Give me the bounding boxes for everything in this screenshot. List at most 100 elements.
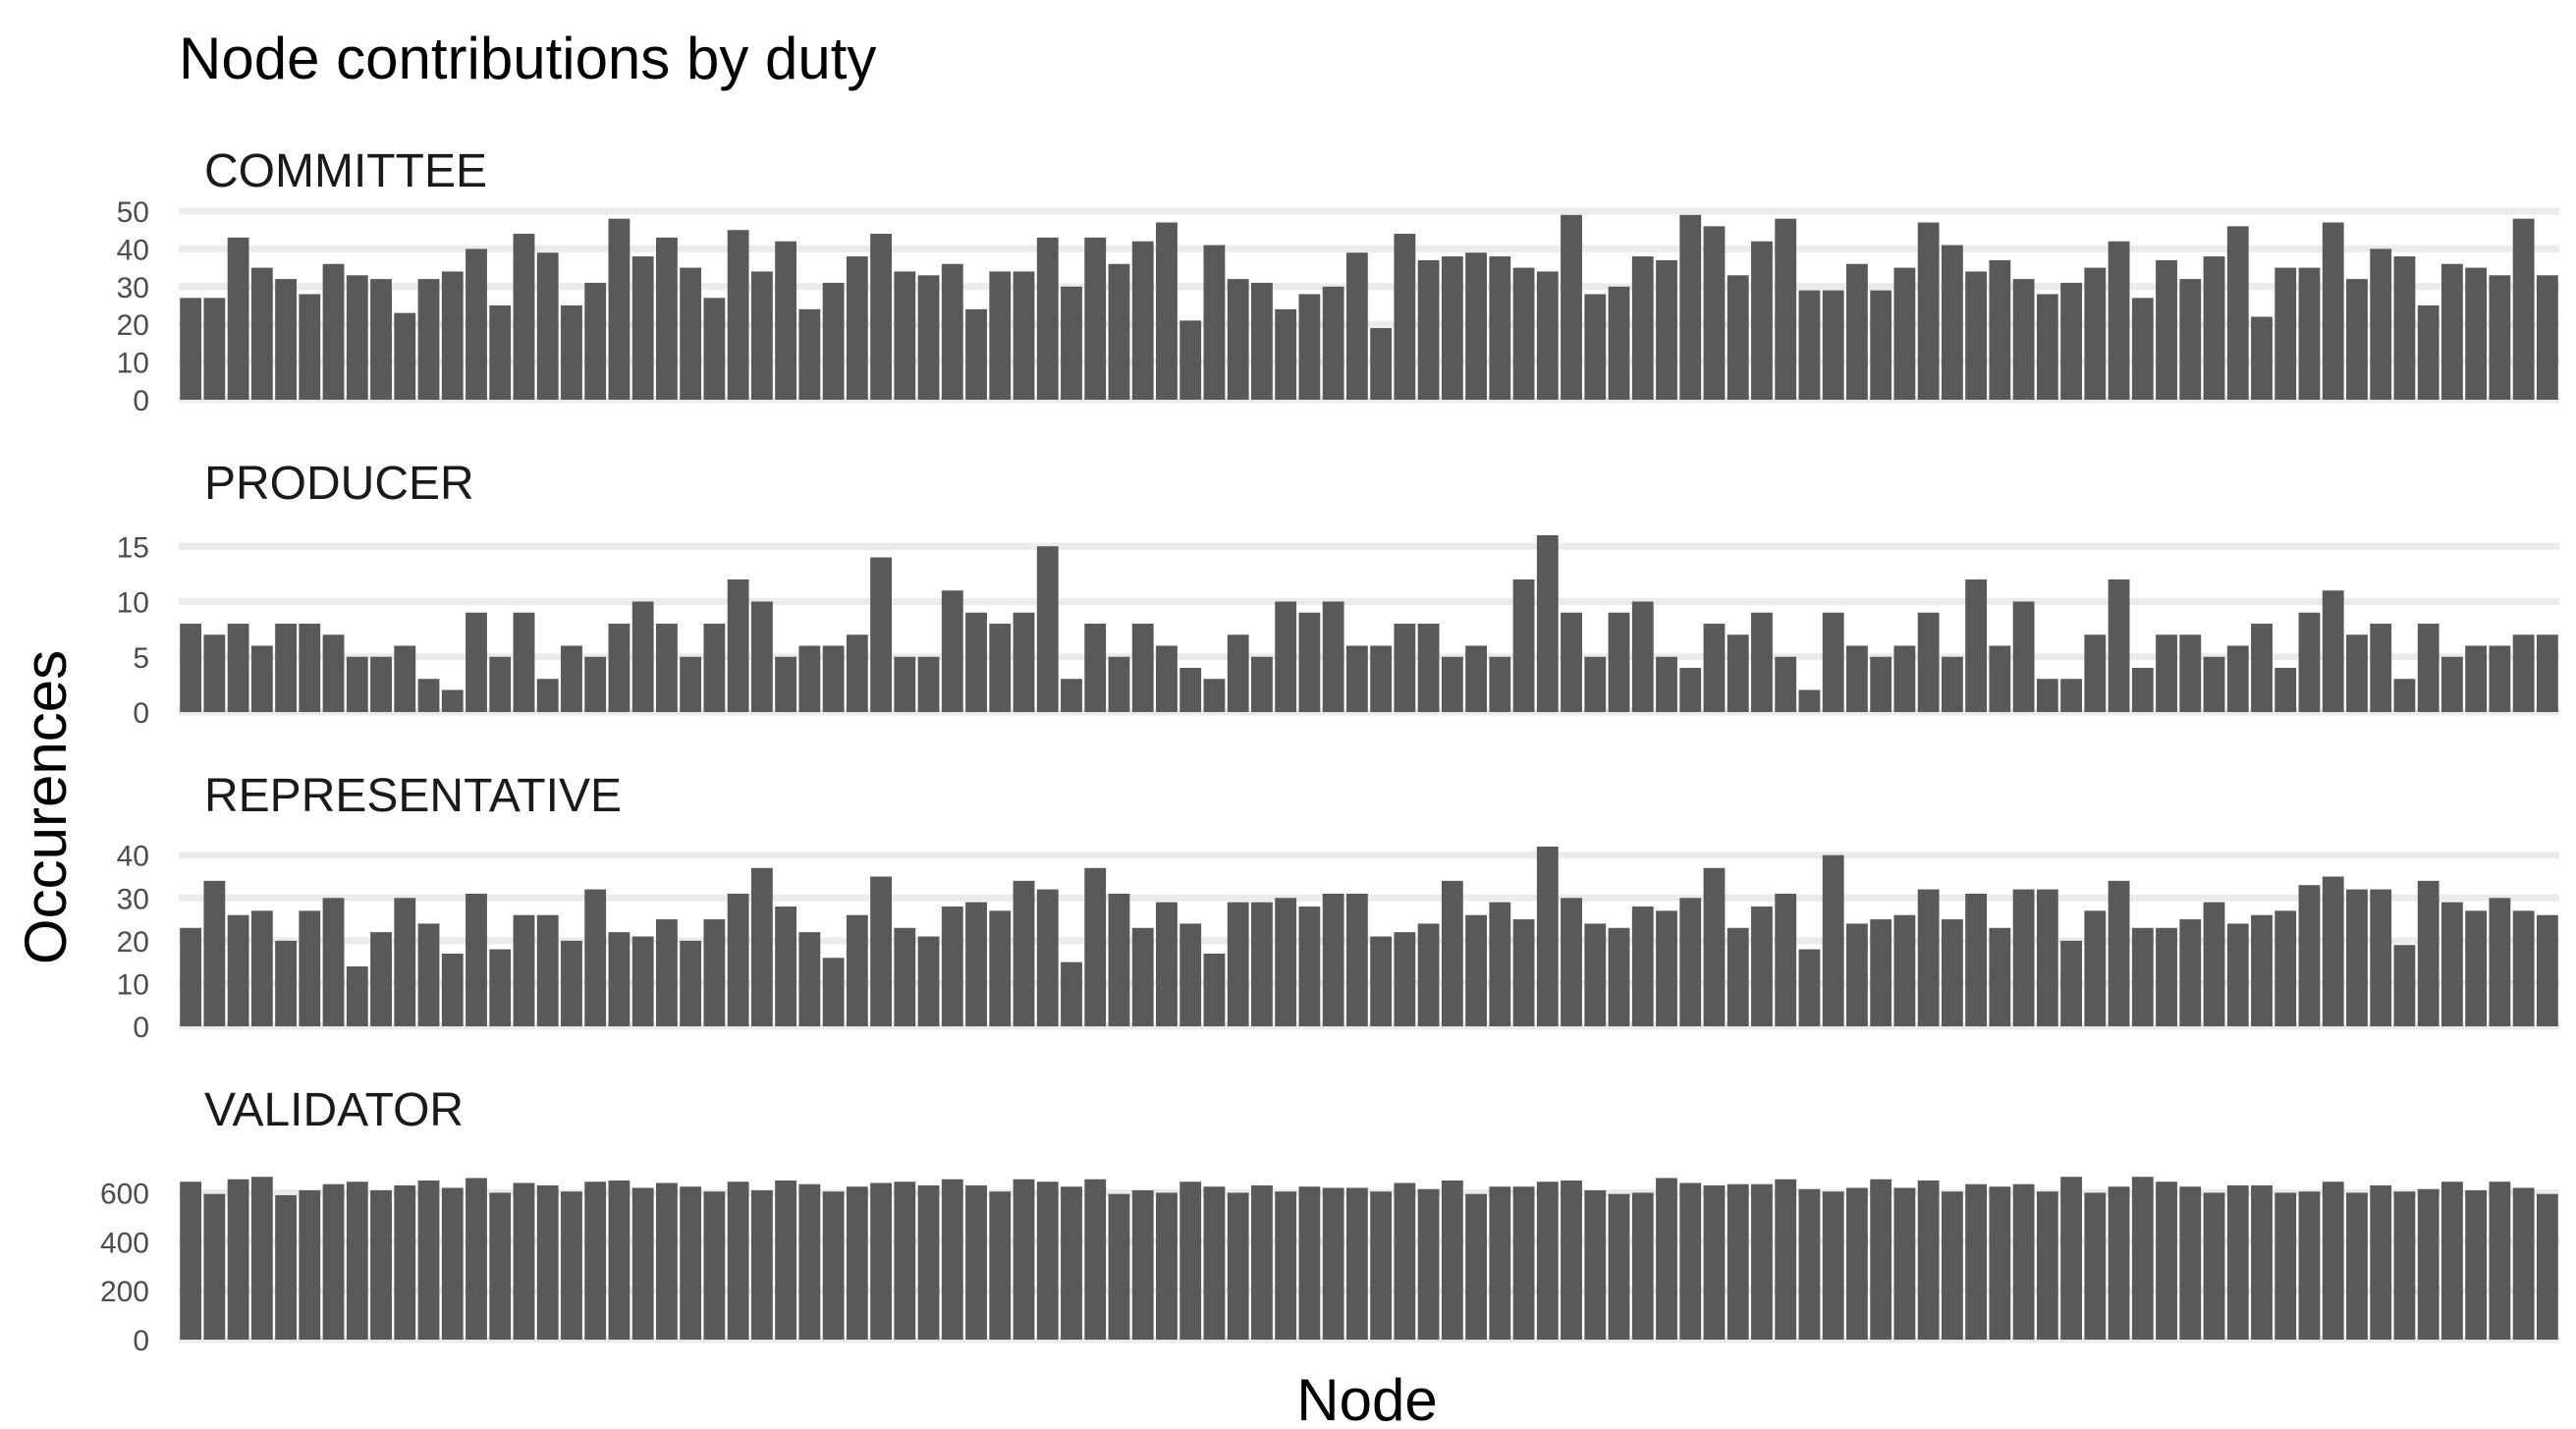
bar [513,914,535,1026]
bar [822,958,845,1026]
bar [584,282,607,400]
bar [2346,634,2368,712]
bar [2489,898,2511,1026]
bar [703,919,726,1026]
bar [680,656,702,712]
bar [1251,656,1273,712]
bar [2512,910,2535,1026]
bar [2012,889,2035,1026]
bar [1227,634,1249,712]
bar [2275,910,2297,1026]
bar [2393,945,2416,1026]
bar [1179,1182,1202,1340]
bar [299,910,321,1026]
bar [1394,624,1416,712]
bar [1679,1182,1702,1340]
bar [775,907,797,1026]
bar [203,880,226,1026]
bar [1489,256,1511,400]
y-tick-label: 10 [117,587,149,620]
bar [656,919,678,1026]
bar [1965,893,1988,1026]
bar [2465,910,2488,1026]
bar [2226,1184,2249,1340]
bar [1275,601,1297,712]
bar [870,234,892,400]
bar [1965,271,1988,400]
bar [1131,241,1154,400]
bar [2512,634,2535,712]
bar [1893,645,1916,712]
bar [965,308,987,400]
facet-representative: REPRESENTATIVE 0 10 20 30 40 [117,770,2559,1044]
bar [680,940,702,1026]
bar [727,230,749,400]
y-tick-label: 50 [117,196,149,229]
bar [1561,1180,1582,1340]
bar [466,248,487,400]
bar [1227,1192,1249,1340]
bar [1108,893,1130,1026]
bar [561,645,582,712]
bar [275,279,297,400]
bar [2489,275,2511,400]
bar [2275,1192,2297,1340]
bar [1275,898,1297,1026]
bar [2203,256,2225,400]
bar [275,1194,297,1340]
bar [1822,612,1844,712]
bar [1441,880,1463,1026]
bar [489,1192,512,1340]
facet-label: VALIDATOR [204,1084,464,1136]
bar [989,271,1012,400]
bar [1893,1187,1916,1340]
bar [1679,898,1702,1026]
bar [2226,923,2249,1026]
y-tick-label: 0 [133,1012,149,1044]
bar [798,932,821,1026]
bar [1108,263,1130,400]
bar [2060,282,2082,400]
bar [1322,1187,1344,1340]
y-tick-label: 10 [117,348,149,380]
bar [965,1184,987,1340]
bar [1394,1182,1416,1340]
bar [2346,889,2368,1026]
bar [203,634,226,712]
bar [394,645,416,712]
bar [2275,668,2297,712]
bar [608,932,630,1026]
bar [1584,923,1607,1026]
bar [1417,1188,1440,1340]
bar [536,1184,559,1340]
bar [1679,214,1702,400]
bar [1822,854,1844,1026]
bar [750,601,773,712]
bar [2156,927,2177,1026]
bar [227,237,249,400]
facet-producer: PRODUCER 0 5 10 15 [117,458,2559,730]
bar [2417,880,2439,1026]
bar [941,263,963,400]
bar [466,1178,487,1340]
bar [1989,645,2011,712]
bar [299,624,321,712]
bar [2036,679,2058,712]
bar [917,1184,940,1340]
bar [894,656,916,712]
bar [1275,308,1297,400]
bar [1417,259,1440,400]
bar [2536,1193,2558,1340]
bar [846,1186,868,1340]
bar [250,1177,273,1340]
bar [2012,1183,2035,1340]
bar [1156,222,1178,400]
bar [941,1179,963,1340]
bar [2393,1191,2416,1340]
bar [1536,535,1559,712]
bar [1989,927,2011,1026]
bar [2512,1187,2535,1340]
bar [299,1189,321,1340]
bar [1656,656,1677,712]
bar [1345,252,1368,400]
